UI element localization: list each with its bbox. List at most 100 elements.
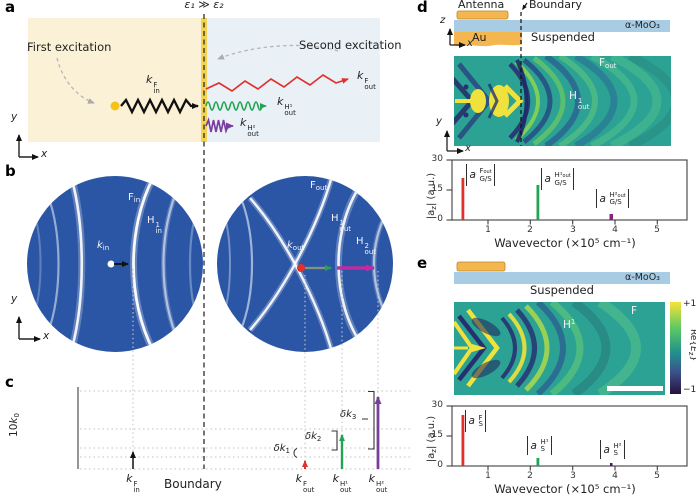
epsilon-relation: ε₁ ≫ ε₂ (184, 0, 224, 11)
h1-out-label: H 1 out (331, 213, 351, 233)
left-circle-contours (35, 176, 198, 352)
panel-e-spectrum (446, 405, 688, 471)
peak-f-bar-d (461, 178, 465, 220)
d-ylabel: |az| (a.u.) (426, 172, 438, 220)
dk3-bracket (368, 390, 375, 450)
d-xtick-3: 3 (570, 225, 576, 235)
f-out-field-label: Fout (599, 57, 617, 70)
k-out-h2-label: k H² out (240, 116, 259, 138)
f-field-label-e: F (631, 305, 638, 317)
k-out-h1-label: k H¹ out (277, 95, 296, 117)
dipole-source-dot (110, 101, 120, 111)
e-xtick-2: 2 (527, 471, 533, 481)
panel-label-e: e (417, 254, 428, 272)
e-ytick-30: 30 (431, 400, 443, 410)
antenna-bar-e (456, 261, 506, 272)
peak-f-bar-e (461, 415, 465, 466)
d-peak-label-h2: a H²out G/S (596, 189, 630, 208)
axis-x-b: x (43, 330, 50, 342)
boundary-d-label: Boundary (529, 0, 582, 11)
panel-label-a: a (5, 0, 16, 16)
suspended-label-d: Suspended (531, 30, 595, 44)
dk1-brace (293, 448, 298, 458)
axis-x-d-top: x (467, 38, 473, 49)
panel-a-scene (16, 14, 380, 469)
axis-y-b: y (11, 293, 18, 305)
d-ytick-15: 15 (431, 184, 443, 194)
d-xlabel: Wavevector (×10⁵ cm⁻¹) (494, 236, 636, 250)
k-out-f-wave (205, 73, 349, 93)
second-excitation-label: Second excitation (299, 38, 402, 52)
e-xtick-1: 1 (485, 471, 491, 481)
d-ytick-30: 30 (431, 154, 443, 164)
f-in-label: Fin (128, 192, 141, 204)
k-out-b-label: kout (287, 240, 305, 252)
f-out-label: Fout (310, 180, 328, 192)
k-out-dot (297, 264, 305, 272)
moo3-slab-e (454, 272, 670, 284)
dk2-bracket (331, 430, 338, 451)
panel-label-c: c (5, 373, 14, 391)
e-xtick-5: 5 (654, 471, 660, 481)
peak-h2-bar-e (610, 463, 613, 466)
h1-field-label-e: H1 (563, 318, 576, 331)
panel-d-spectrum (446, 159, 688, 225)
panel-e-schematic (454, 261, 670, 395)
dk2-label: δk2 (305, 431, 322, 443)
e-peak-label-h2: a H² S (600, 440, 626, 459)
e-peak-label-h1: a H¹ S (527, 436, 553, 455)
axis-z-d: z (440, 15, 446, 26)
h1-out-field-label: H 1 out (569, 90, 590, 111)
axis-x-d-bottom: x (465, 143, 471, 154)
axis-y-d: y (436, 116, 442, 127)
d-xtick-2: 2 (527, 225, 533, 235)
moo3-label-e: α-MoO₃ (625, 272, 660, 283)
d-xtick-1: 1 (485, 225, 491, 235)
moo3-slab-d (454, 20, 670, 32)
first-excitation-arrow (56, 57, 95, 104)
e-xtick-3: 3 (570, 471, 576, 481)
k-in-dot (107, 260, 115, 268)
antenna-label: Antenna (458, 0, 505, 11)
antenna-bar-d (456, 10, 509, 20)
colorbar (670, 302, 681, 394)
boundary-pointer-d (522, 2, 528, 10)
k-in-b-label: kin (97, 240, 110, 252)
h1-in-label: H 1 in (147, 215, 162, 235)
au-layer (454, 32, 522, 47)
e-xlabel: Wavevector (×10⁵ cm⁻¹) (494, 482, 636, 496)
peak-h2-bar-d (609, 214, 613, 220)
d-xtick-5: 5 (654, 225, 660, 235)
d-peak-label-f: a Fout G/S (466, 164, 496, 186)
c-ylabel: 10k0 (8, 413, 21, 437)
colorbar-max: +1 (683, 299, 696, 309)
panel-d-schematic (444, 2, 671, 154)
region-epsilon1 (28, 18, 201, 142)
field-map-d (454, 56, 671, 146)
panel-label-b: b (5, 162, 16, 180)
e-ytick-0: 0 (437, 460, 443, 470)
panel-label-d: d (417, 0, 428, 16)
dk3-label: δk3 (340, 409, 357, 421)
k-out-h2-c-label: k H² out (368, 472, 388, 494)
second-excitation-arrow (217, 44, 339, 60)
peak-h1-bar-e (536, 458, 540, 466)
axis-y-a: y (11, 111, 18, 123)
axis-x-a: x (41, 148, 48, 160)
boundary-band (201, 18, 207, 142)
field-map-e (454, 302, 665, 395)
suspended-label-e: Suspended (530, 283, 594, 297)
h2-out-label: H 2 out (356, 236, 376, 256)
k-out-h2-wave (205, 117, 234, 134)
d-xtick-4: 4 (612, 225, 618, 235)
e-ytick-15: 15 (431, 430, 443, 440)
isofrequency-circle-out (217, 176, 393, 352)
k-in-wave (120, 97, 199, 115)
